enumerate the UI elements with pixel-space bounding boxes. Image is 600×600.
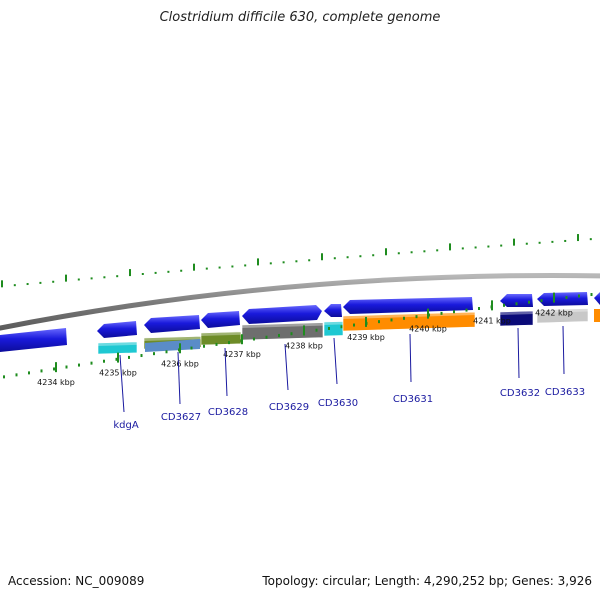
gene-arrow-CD3627 <box>144 315 200 333</box>
accession-text: Accession: NC_009089 <box>8 574 145 588</box>
genome-backbone <box>0 272 600 331</box>
gene-label-CD3632[interactable]: CD3632 <box>500 388 540 399</box>
cog-block-CD3627-secondary <box>145 339 200 352</box>
cog-block-CD3631 <box>342 311 476 332</box>
gene-arrow-kdgA <box>97 321 137 338</box>
cog-block-kdgA <box>97 341 138 355</box>
tick-label: 4241 kbp <box>473 316 511 325</box>
map-title: Clostridium difficile 630, complete geno… <box>159 10 441 25</box>
gene-leader-line <box>517 327 520 379</box>
cog-block-highlight <box>500 311 533 315</box>
gene-arrow-CD3630 <box>324 304 342 317</box>
gene-leader-line <box>224 347 228 397</box>
gene-arrow-CD3628 <box>201 311 240 328</box>
inner-tick-ring: 4234 kbp 4235 kbp 4236 kbp 4237 kbp 4238 kbp… <box>3 292 593 387</box>
tick-label: 4235 kbp <box>99 369 137 378</box>
tick-label: 4234 kbp <box>37 378 75 387</box>
gene-label-CD3628[interactable]: CD3628 <box>208 407 248 418</box>
gene-leader-line <box>409 333 412 383</box>
tick-label: 4239 kbp <box>347 333 385 342</box>
tick-label: 4240 kbp <box>409 325 447 334</box>
gene-leader-line <box>333 337 338 385</box>
topology-text: Topology: circular; Length: 4,290,252 bp… <box>262 574 592 588</box>
gene-label-CD3633[interactable]: CD3633 <box>545 387 585 398</box>
cog-block-highlight <box>144 336 201 341</box>
gene-leader-line <box>284 343 289 391</box>
tick-label: 4242 kbp <box>535 309 573 318</box>
cog-block-highlight <box>324 321 343 325</box>
cog-block-right-flank <box>594 309 600 322</box>
tick-label: 4238 kbp <box>285 341 323 350</box>
gene-label-CD3629[interactable]: CD3629 <box>269 402 309 413</box>
gene-label-kdgA[interactable]: kdgA <box>113 420 138 431</box>
gene-arrow-CD3629 <box>242 305 322 324</box>
gene-arrow-CD3632 <box>500 294 533 307</box>
gene-leader-line <box>119 354 125 413</box>
gene-arrow-left-flank <box>0 328 67 352</box>
tick-label: 4237 kbp <box>223 350 261 359</box>
gene-label-CD3631[interactable]: CD3631 <box>393 394 433 405</box>
gene-leader-line <box>562 325 565 375</box>
cog-block-highlight <box>98 341 137 346</box>
gene-leader-line <box>177 351 181 405</box>
cog-block-CD3630 <box>323 321 344 337</box>
cog-color-track <box>97 308 600 355</box>
cog-block-highlight <box>242 322 323 328</box>
gene-arrow-track <box>0 292 600 352</box>
gene-label-group: kdgA CD3627 CD3628 CD3629 CD3630 CD3631 CD3632… <box>113 325 585 431</box>
tick-label: 4236 kbp <box>161 359 199 368</box>
cog-block-highlight <box>537 308 588 313</box>
gene-arrow-CD3633 <box>537 292 588 306</box>
cog-block-CD3632 <box>499 310 534 327</box>
gene-label-CD3627[interactable]: CD3627 <box>161 412 201 423</box>
cog-block-CD3633 <box>536 308 589 324</box>
gene-label-CD3630[interactable]: CD3630 <box>318 398 358 409</box>
gene-arrow-CD3631 <box>343 297 473 314</box>
gene-arrow-right-flank <box>594 292 600 305</box>
outer-tick-ring <box>1 234 592 288</box>
cog-block-highlight <box>201 331 241 336</box>
